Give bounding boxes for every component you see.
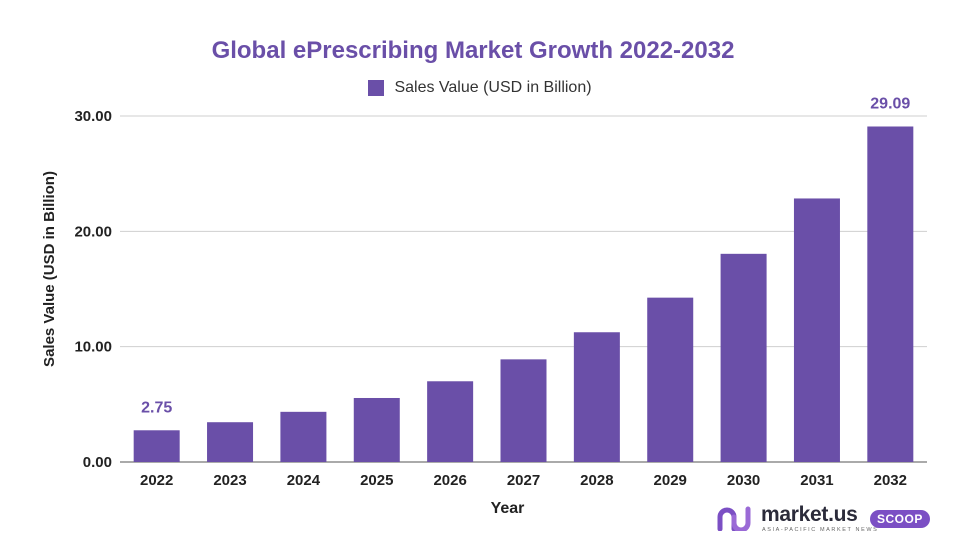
x-tick-label: 2026 — [433, 472, 466, 489]
chart-title: Global ePrescribing Market Growth 2022-2… — [211, 37, 735, 64]
bar-2022 — [133, 430, 180, 462]
x-tick-label: 2028 — [580, 472, 613, 489]
bar-2031 — [793, 198, 840, 463]
x-tick-label: 2023 — [213, 472, 246, 489]
chart-legend: Sales Value (USD in Billion) — [0, 78, 960, 98]
bar-2032 — [867, 126, 914, 462]
brand-logo: market.us ASIA-PACIFIC MARKET NEWS SCOOP — [717, 503, 932, 535]
data-label: 29.09 — [870, 95, 910, 112]
brand-name: market.us — [761, 503, 858, 526]
bar-2026 — [427, 381, 474, 462]
brand-tagline: ASIA-PACIFIC MARKET NEWS — [762, 527, 879, 533]
x-axis-title: Year — [491, 500, 525, 517]
bar-2023 — [207, 422, 254, 462]
y-tick-label: 20.00 — [74, 223, 112, 240]
legend-swatch — [368, 80, 385, 96]
bar-2024 — [280, 411, 327, 462]
market-us-logo-icon — [717, 506, 751, 531]
bar-2025 — [353, 397, 400, 462]
x-tick-label: 2030 — [727, 472, 760, 489]
bar-2030 — [720, 253, 767, 462]
x-tick-label: 2029 — [654, 472, 687, 489]
x-tick-label: 2025 — [360, 472, 393, 489]
brand-badge: SCOOP — [870, 510, 930, 528]
legend-label: Sales Value (USD in Billion) — [394, 79, 592, 96]
x-tick-label: 2032 — [874, 472, 907, 489]
y-tick-label: 30.00 — [74, 108, 112, 125]
bar-2029 — [647, 297, 694, 462]
y-tick-label: 10.00 — [74, 339, 112, 356]
data-label: 2.75 — [141, 399, 172, 416]
x-tick-label: 2024 — [287, 472, 321, 489]
y-axis-title: Sales Value (USD in Billion) — [41, 171, 58, 367]
x-tick-label: 2027 — [507, 472, 540, 489]
x-tick-label: 2031 — [800, 472, 833, 489]
bar-2027 — [500, 359, 547, 462]
bar-2028 — [573, 332, 620, 462]
y-tick-label: 0.00 — [83, 454, 112, 471]
x-tick-label: 2022 — [140, 472, 173, 489]
